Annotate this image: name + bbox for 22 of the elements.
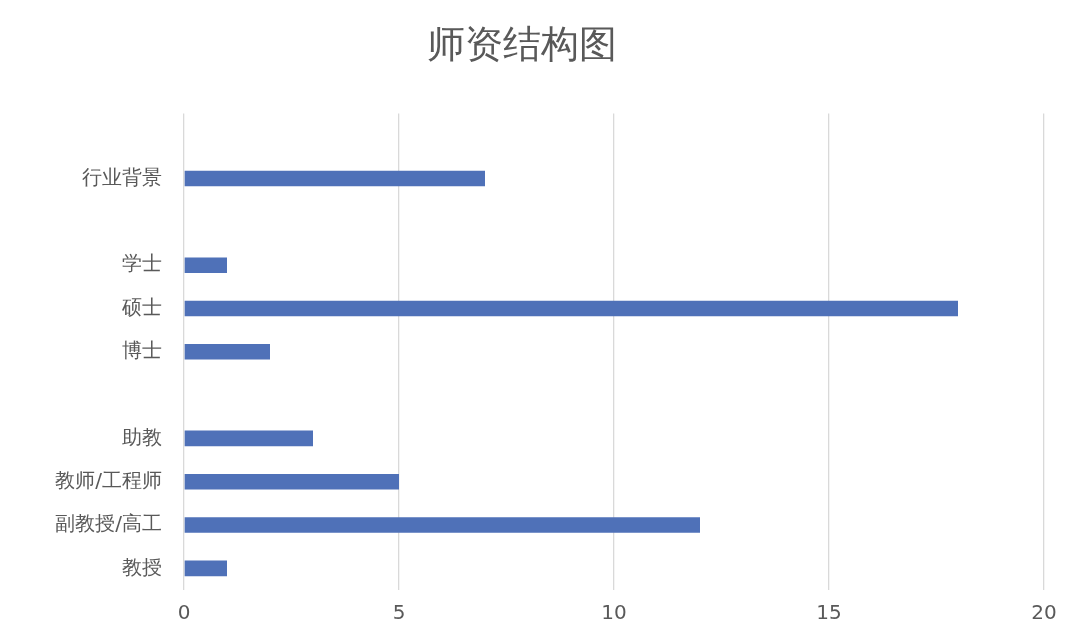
y-tick-label: 博士 [122, 338, 162, 362]
x-tick-label: 5 [392, 600, 406, 625]
chart-title: 师资结构图 [427, 21, 617, 66]
y-tick-label: 教授 [122, 554, 162, 579]
x-tick-label: 10 [601, 600, 627, 625]
bar [184, 170, 485, 187]
bar [184, 517, 700, 533]
y-tick-label: 副教授/高工 [55, 511, 162, 536]
y-tick-label: 助教 [122, 424, 162, 449]
bar [184, 430, 313, 447]
bar [184, 257, 227, 273]
bar [184, 344, 270, 360]
x-tick-label: 15 [816, 600, 842, 625]
y-tick-label: 学士 [122, 251, 162, 276]
y-tick-label: 硕士 [121, 294, 162, 319]
bar [184, 560, 227, 577]
bar [184, 473, 399, 490]
bar [184, 300, 958, 317]
y-tick-label: 教师/工程师 [55, 467, 162, 492]
x-tick-label: 0 [177, 600, 191, 625]
y-tick-label: 行业背景 [82, 164, 162, 189]
x-tick-label: 20 [1031, 600, 1057, 625]
